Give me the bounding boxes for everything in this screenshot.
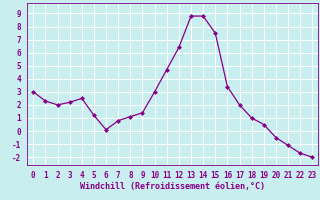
X-axis label: Windchill (Refroidissement éolien,°C): Windchill (Refroidissement éolien,°C) [80, 182, 265, 191]
